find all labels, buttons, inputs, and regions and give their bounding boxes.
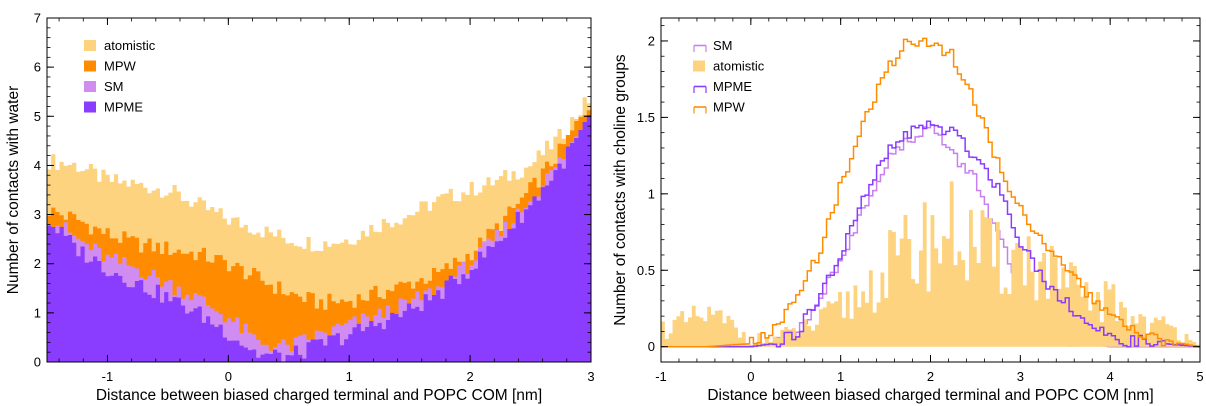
x-tick-label: 1 — [346, 369, 353, 384]
x-tick-label: 0 — [747, 369, 754, 384]
x-tick-label: 3 — [587, 369, 594, 384]
x-tick-label: 2 — [466, 369, 473, 384]
y-axis-label: Number of contacts with water — [5, 86, 22, 294]
y-tick-label: 0.5 — [637, 263, 655, 278]
y-tick-label: 1 — [34, 305, 41, 320]
atomistic-series — [661, 181, 1200, 347]
legend-swatch — [84, 40, 96, 51]
plot-frame — [46, 17, 592, 363]
legend-label: atomistic — [104, 38, 156, 53]
legend-label: SM — [104, 79, 124, 94]
y-tick-label: 1 — [648, 186, 655, 201]
mpme-series — [661, 120, 1200, 348]
x-axis-label: Distance between biased charged terminal… — [707, 387, 1153, 404]
y-tick-label: 7 — [34, 11, 41, 26]
x-tick-label: 5 — [1196, 369, 1203, 384]
y-axis-label: Number of contacts with choline groups — [612, 54, 629, 326]
legend-label: MPW — [713, 100, 746, 115]
x-tick-label: 0 — [225, 369, 232, 384]
x-tick-label: 2 — [927, 369, 934, 384]
legend-label: MPW — [104, 59, 137, 74]
legend-label: atomistic — [713, 59, 765, 74]
y-tick-label: 0 — [34, 355, 41, 370]
y-tick-label: 1.5 — [637, 110, 655, 125]
legend-swatch — [84, 60, 96, 72]
y-tick-label: 0 — [648, 339, 655, 354]
legend-label: MPME — [713, 79, 752, 94]
mpme-series — [47, 115, 591, 362]
y-tick-label: 3 — [34, 207, 41, 222]
x-tick-label: 3 — [1017, 369, 1024, 384]
y-tick-label: 2 — [34, 256, 41, 271]
x-tick-label: 4 — [1107, 369, 1114, 384]
legend-swatch — [84, 101, 96, 113]
legend: SM atomistic MPME MPW — [693, 38, 765, 115]
legend: atomistic MPW SM MPME — [84, 38, 156, 115]
x-tick-label: -1 — [655, 369, 667, 384]
mpw-series — [661, 37, 1200, 348]
legend-swatch — [693, 60, 705, 72]
y-tick-label: 4 — [34, 158, 41, 173]
x-tick-label: -1 — [102, 369, 114, 384]
y-tick-label: 6 — [34, 60, 41, 75]
plot-area — [47, 97, 591, 362]
x-tick-label: 1 — [837, 369, 844, 384]
legend-swatch — [84, 81, 96, 92]
legend-label: MPME — [104, 100, 143, 115]
x-axis-label: Distance between biased charged terminal… — [96, 387, 542, 404]
chart-panel-1: -1 0 1 2 3 0 1 2 3 4 5 6 7 Distance between biased ch… — [5, 11, 595, 405]
y-tick-label: 5 — [34, 109, 41, 124]
plot-area — [661, 37, 1200, 348]
y-tick-label: 2 — [648, 33, 655, 48]
legend-label: SM — [713, 38, 733, 53]
